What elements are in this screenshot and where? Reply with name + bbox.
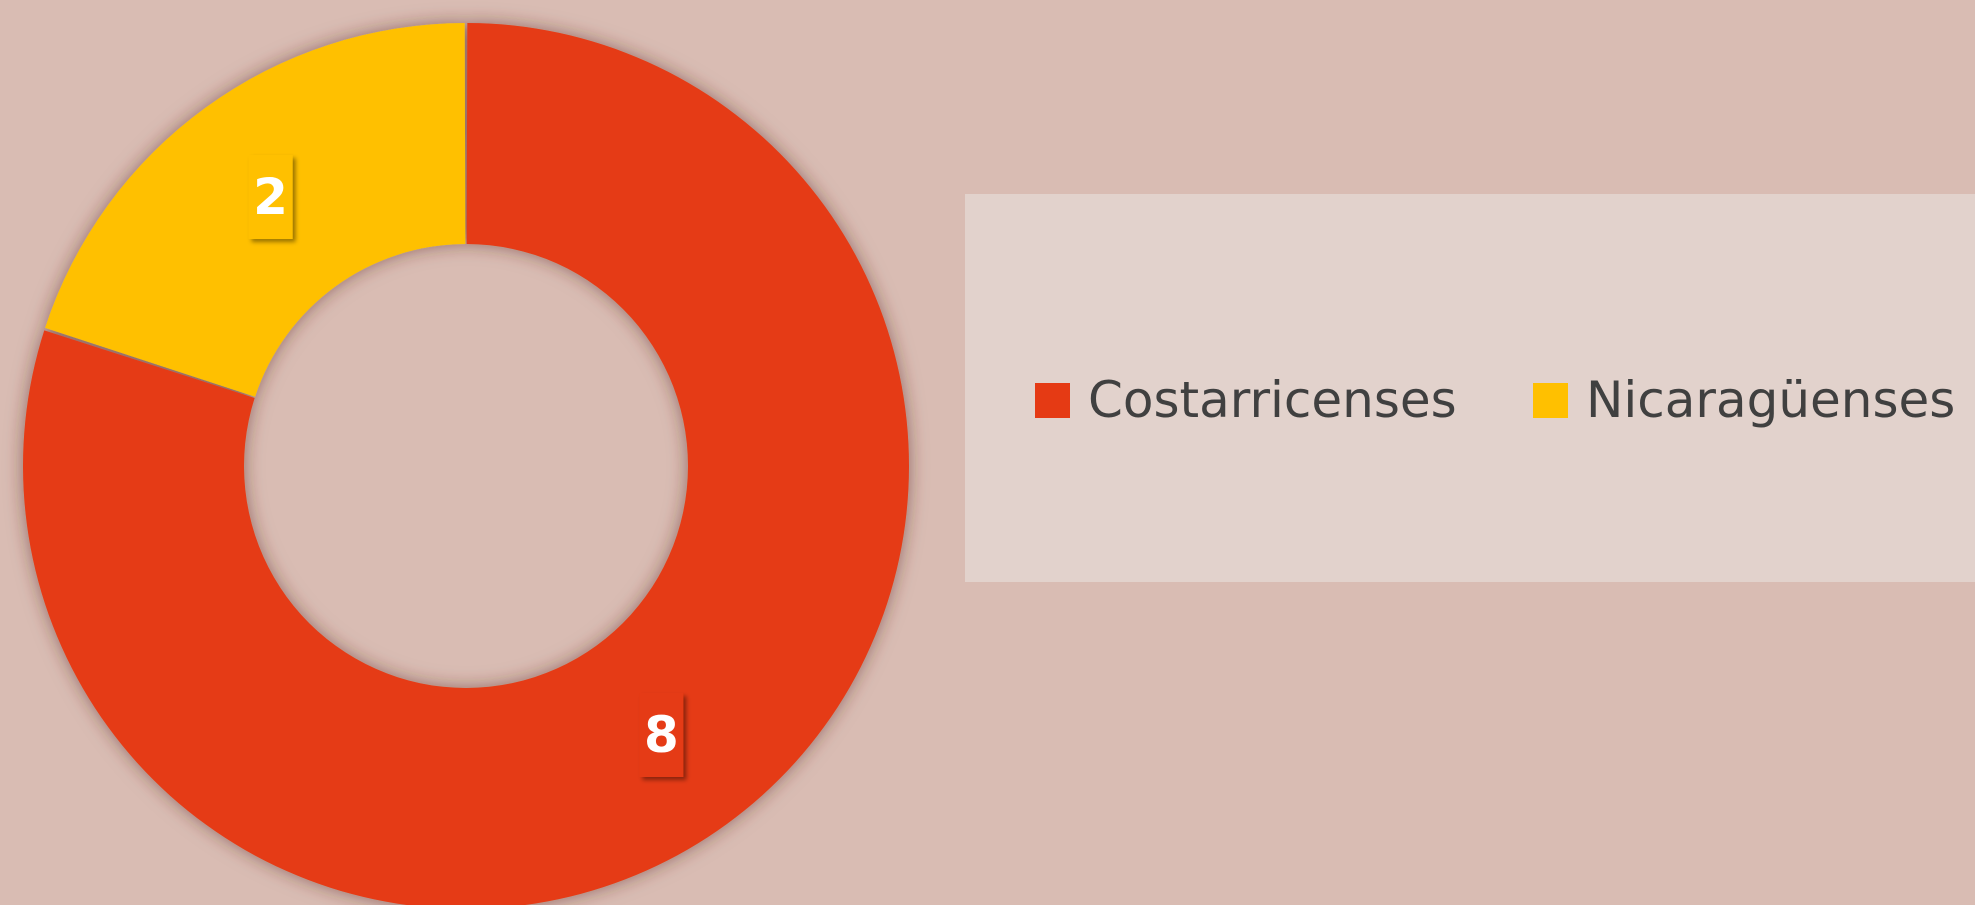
donut-slice-costarricenses (23, 23, 909, 905)
legend-swatch-costarricenses (1035, 382, 1070, 418)
data-label-value: 2 (253, 168, 288, 226)
data-label-value: 8 (644, 706, 679, 764)
donut-data-labels: 82 (248, 155, 684, 777)
legend-entry-costarricenses: Costarricenses (1035, 370, 1457, 430)
legend-entry-nicaraguenses: Nicaragüenses (1533, 370, 1955, 430)
data-label-0: 8 (639, 692, 684, 777)
legend-label-costarricenses: Costarricenses (1088, 371, 1457, 429)
legend: Costarricenses Nicaragüenses (965, 194, 1975, 582)
legend-swatch-nicaraguenses (1533, 382, 1568, 418)
data-label-box (639, 692, 684, 777)
data-label-1: 2 (248, 155, 293, 240)
data-label-box (248, 155, 293, 240)
legend-label-nicaraguenses: Nicaragüenses (1586, 371, 1956, 429)
donut-slices (23, 23, 909, 905)
